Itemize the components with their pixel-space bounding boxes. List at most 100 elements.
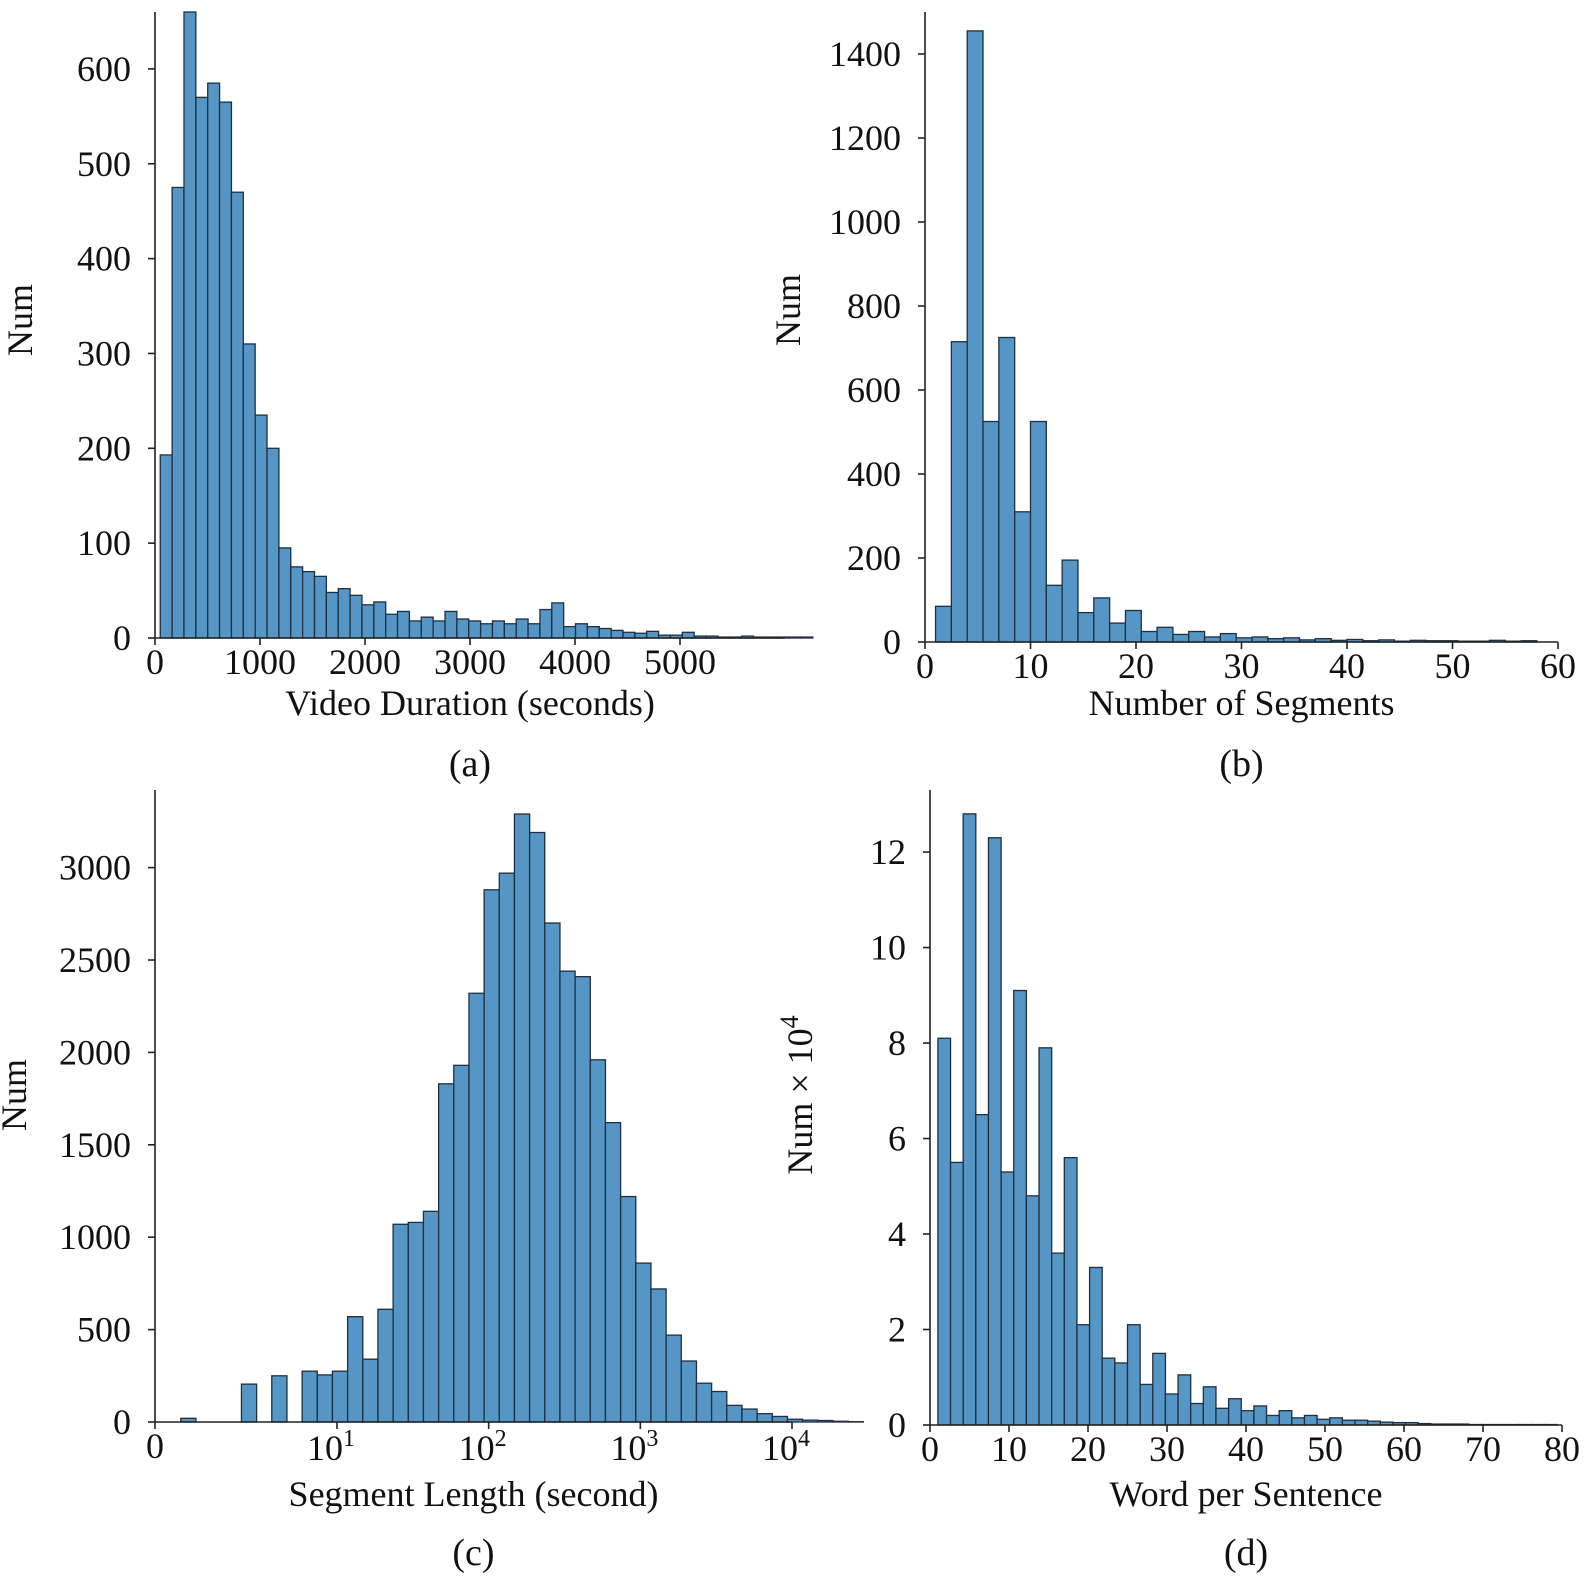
histogram-bar bbox=[362, 1358, 379, 1423]
y-axis-label: Num bbox=[0, 1059, 34, 1131]
histogram-bar bbox=[1253, 1405, 1268, 1426]
histogram-bar bbox=[1126, 1324, 1141, 1426]
x-tick-label: 5000 bbox=[644, 642, 716, 682]
x-tick-label: 0 bbox=[916, 646, 934, 686]
histogram-bar bbox=[1190, 1402, 1204, 1426]
histogram-bar bbox=[373, 601, 387, 639]
histogram-bar bbox=[361, 604, 375, 639]
histogram-bar bbox=[183, 11, 197, 639]
histogram-bar bbox=[171, 186, 185, 639]
histogram-bar bbox=[513, 813, 531, 1423]
histogram-bar bbox=[998, 336, 1016, 643]
y-tick-label: 1200 bbox=[829, 118, 901, 158]
panel-caption: (a) bbox=[449, 743, 491, 785]
histogram-bar bbox=[1156, 626, 1174, 643]
histogram-bar bbox=[574, 975, 591, 1423]
histogram-bar bbox=[349, 594, 363, 639]
x-tick-label: 60 bbox=[1540, 646, 1576, 686]
histogram-bar bbox=[316, 1374, 334, 1423]
x-tick-label: 40 bbox=[1329, 646, 1365, 686]
histogram-bar bbox=[1140, 630, 1158, 643]
y-tick-label: 0 bbox=[888, 1405, 906, 1445]
x-tick-label: 40 bbox=[1228, 1429, 1264, 1469]
histogram-bar bbox=[975, 1114, 990, 1426]
histogram-bar bbox=[1093, 597, 1111, 643]
y-tick-label: 2500 bbox=[59, 940, 131, 980]
histogram-bar bbox=[1114, 1362, 1129, 1426]
histogram-bar bbox=[1219, 632, 1237, 643]
panel-a: 0 100 200 300 400 500 600 0 1000 2000 3000 4000 5000… bbox=[0, 11, 814, 785]
histogram-bar bbox=[801, 1419, 819, 1423]
x-tick-label: 20 bbox=[1118, 646, 1154, 686]
x-tick-label: 2000 bbox=[329, 642, 401, 682]
histogram-bar bbox=[646, 630, 660, 639]
histogram-bar bbox=[665, 1334, 682, 1423]
histogram-bar bbox=[331, 1370, 349, 1423]
histogram-bar bbox=[622, 631, 636, 639]
histogram-bar bbox=[290, 566, 304, 639]
y-tick-label: 400 bbox=[847, 454, 901, 494]
histogram-bar bbox=[1013, 989, 1028, 1426]
histogram-bar bbox=[432, 620, 446, 639]
x-axis-label: Segment Length (second) bbox=[289, 1474, 659, 1514]
histogram-bar bbox=[832, 1420, 849, 1423]
histogram-bar bbox=[392, 1223, 409, 1423]
x-tick-label: 101 bbox=[307, 1426, 355, 1468]
histogram-bar bbox=[527, 623, 541, 639]
panel-caption: (d) bbox=[1224, 1532, 1268, 1574]
histogram-bar bbox=[453, 1064, 470, 1423]
histogram-bar bbox=[207, 82, 221, 639]
histogram-bar bbox=[559, 970, 576, 1423]
x-tick-label: 60 bbox=[1386, 1429, 1422, 1469]
histogram-bar bbox=[650, 1288, 667, 1423]
histogram-bar bbox=[619, 1195, 637, 1423]
histogram-bar bbox=[301, 1370, 318, 1423]
x-tick-label: 1000 bbox=[224, 642, 296, 682]
histogram-bar bbox=[240, 1383, 258, 1423]
histogram-bar bbox=[266, 447, 280, 639]
panel-c: 0 500 1000 1500 2000 2500 3000 0 101 102 103 104 Seg… bbox=[0, 790, 864, 1574]
x-tick-exponent: 3 bbox=[646, 1426, 658, 1452]
histogram-bar bbox=[1278, 1410, 1293, 1426]
histogram-bar bbox=[1188, 630, 1206, 643]
y-tick-label: 1000 bbox=[829, 202, 901, 242]
y-tick-label: 6 bbox=[888, 1119, 906, 1159]
histogram-bar bbox=[515, 618, 529, 639]
y-tick-label: 200 bbox=[847, 538, 901, 578]
y-tick-label: 0 bbox=[113, 618, 131, 658]
histogram-bar bbox=[1088, 1266, 1103, 1426]
histogram-bar bbox=[771, 1415, 789, 1423]
y-tick-label: 4 bbox=[888, 1214, 906, 1254]
histogram-bar bbox=[949, 1161, 964, 1426]
histogram-bar bbox=[396, 610, 411, 639]
x-tick-label: 0 bbox=[146, 1426, 164, 1466]
histogram-bar bbox=[444, 610, 458, 639]
x-tick-label: 104 bbox=[762, 1426, 810, 1468]
histogram-bar bbox=[681, 631, 695, 639]
y-tick-label: 200 bbox=[77, 428, 131, 468]
y-tick-label: 10 bbox=[870, 928, 906, 968]
x-tick-exponent: 2 bbox=[495, 1426, 507, 1452]
histogram-bar bbox=[551, 602, 565, 639]
panel-caption: (c) bbox=[452, 1532, 494, 1574]
x-axis-label: Number of Segments bbox=[1089, 683, 1395, 723]
x-tick-label: 50 bbox=[1307, 1429, 1343, 1469]
histogram-bar bbox=[503, 623, 517, 639]
histogram-bar bbox=[313, 575, 328, 639]
histogram-bar bbox=[1303, 1414, 1318, 1426]
histogram-bar bbox=[1045, 584, 1063, 643]
histogram-bar bbox=[1316, 1418, 1331, 1426]
y-tick-label: 2 bbox=[888, 1310, 906, 1350]
histogram-bar bbox=[756, 1413, 773, 1423]
histogram-bar bbox=[680, 1360, 698, 1423]
histogram-bar bbox=[982, 420, 1000, 643]
histogram-bar bbox=[544, 922, 561, 1423]
histogram-bar bbox=[987, 837, 1002, 1426]
histogram-bar bbox=[195, 96, 209, 639]
histogram-bar bbox=[218, 101, 233, 639]
y-tick-label: 600 bbox=[77, 49, 131, 89]
x-axis-label: Video Duration (seconds) bbox=[285, 683, 655, 723]
y-tick-label: 500 bbox=[77, 144, 131, 184]
histogram-bar bbox=[934, 605, 953, 643]
histogram-bar bbox=[1240, 1410, 1255, 1426]
